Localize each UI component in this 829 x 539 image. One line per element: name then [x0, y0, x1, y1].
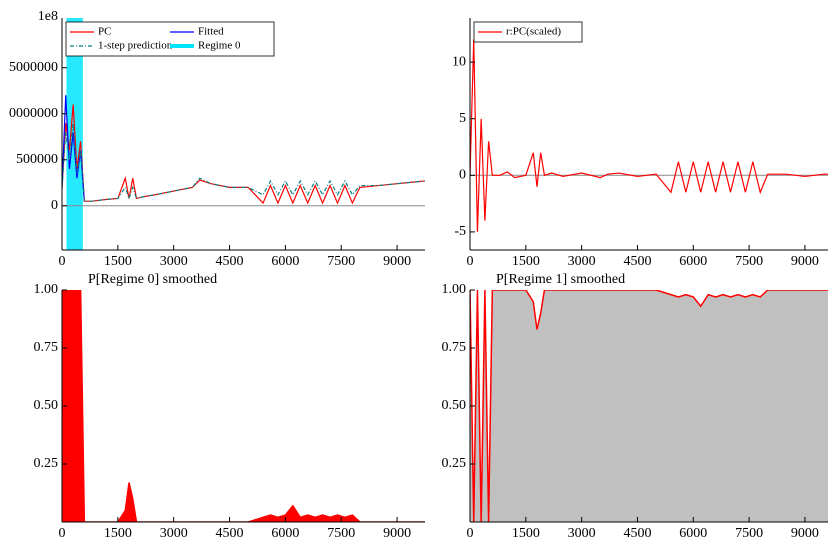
y-tick-label: 0.50 — [34, 398, 59, 413]
x-tick-label: 1500 — [512, 254, 540, 269]
x-tick-label: 6000 — [271, 526, 299, 539]
x-tick-label: 0 — [59, 526, 66, 539]
x-tick-label: 3000 — [568, 526, 596, 539]
area — [470, 290, 828, 522]
x-tick-label: 7500 — [735, 254, 763, 269]
area-line — [62, 290, 425, 522]
y-tick-label: -5 — [454, 224, 466, 239]
x-tick-label: 3000 — [160, 254, 188, 269]
area-line — [470, 290, 828, 522]
legend-label: Fitted — [198, 26, 224, 38]
x-tick-label: 0 — [59, 254, 66, 269]
panel-title: P[Regime 0] smoothed — [88, 272, 217, 287]
x-tick-label: 6000 — [679, 254, 707, 269]
y-tick-label: 0.75 — [442, 340, 467, 355]
x-tick-label: 3000 — [568, 254, 596, 269]
y-tick-label: 0 — [51, 198, 58, 213]
y-tick-label: 0.25 — [442, 456, 467, 471]
panel-title: P[Regime 1] smoothed — [496, 272, 625, 287]
legend-label: Regime 0 — [198, 40, 241, 52]
legend-box — [473, 21, 583, 43]
y-tick-label: 0 — [459, 168, 466, 183]
plot-area — [470, 290, 828, 522]
x-tick-label: 3000 — [160, 526, 188, 539]
y-tick-label: 1.00 — [442, 282, 467, 297]
plot-area — [62, 290, 425, 522]
x-tick-label: 1500 — [512, 526, 540, 539]
y-tick-label: 1.00 — [34, 282, 59, 297]
x-tick-label: 9000 — [791, 526, 819, 539]
series-line — [62, 95, 85, 202]
x-tick-label: 4500 — [623, 526, 651, 539]
x-tick-label: 4500 — [216, 526, 244, 539]
y-tick-label: 0.50 — [442, 398, 467, 413]
x-tick-label: 6000 — [271, 254, 299, 269]
y-tick-label: 0000000 — [9, 106, 58, 121]
x-tick-label: 0 — [467, 254, 474, 269]
y-tick-label: 5 — [459, 111, 466, 126]
y-tick-label: 500000 — [16, 152, 58, 167]
x-tick-label: 0 — [467, 526, 474, 539]
area — [62, 290, 425, 522]
y-tick-label: 0.25 — [34, 456, 59, 471]
series-line — [470, 39, 828, 232]
x-tick-label: 4500 — [623, 254, 651, 269]
y-tick-label: 5000000 — [9, 60, 58, 75]
plot-area — [62, 18, 425, 250]
x-tick-label: 1500 — [104, 526, 132, 539]
y-tick-label: 0.75 — [34, 340, 59, 355]
x-tick-label: 7500 — [327, 526, 355, 539]
legend-box — [65, 21, 275, 57]
legend-label: r:PC(scaled) — [506, 26, 561, 38]
y-exponent: 1e8 — [38, 9, 58, 24]
legend-label: 1-step prediction — [98, 40, 173, 52]
x-tick-label: 7500 — [735, 526, 763, 539]
x-tick-label: 9000 — [383, 526, 411, 539]
x-tick-label: 7500 — [327, 254, 355, 269]
legend-label: PC — [98, 26, 111, 38]
x-tick-label: 9000 — [383, 254, 411, 269]
x-tick-label: 1500 — [104, 254, 132, 269]
series-line — [62, 104, 425, 205]
series-line — [62, 122, 425, 202]
x-tick-label: 4500 — [216, 254, 244, 269]
y-tick-label: 10 — [452, 54, 466, 69]
plot-area — [470, 39, 828, 232]
x-tick-label: 6000 — [679, 526, 707, 539]
x-tick-label: 9000 — [791, 254, 819, 269]
